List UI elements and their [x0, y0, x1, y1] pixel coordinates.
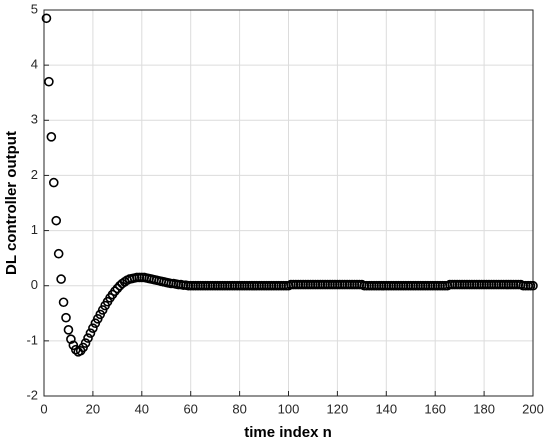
x-tick-label: 100: [278, 401, 300, 416]
x-axis-label: time index n: [244, 424, 332, 441]
y-tick-label: -2: [26, 387, 38, 402]
x-tick-label: 60: [183, 401, 197, 416]
point: [51, 215, 62, 226]
x-tick-label: 200: [522, 401, 544, 416]
point: [48, 177, 59, 188]
point: [58, 297, 69, 308]
y-tick-label: 0: [31, 277, 38, 292]
x-tick-label: 80: [232, 401, 246, 416]
point: [83, 333, 93, 343]
y-tick-label: 2: [31, 167, 38, 182]
point: [112, 283, 123, 294]
x-tick-label: 20: [86, 401, 100, 416]
point: [46, 132, 57, 142]
x-tick-label: 180: [473, 401, 495, 416]
point: [66, 334, 76, 345]
y-tick-label: 1: [31, 222, 38, 237]
point: [56, 274, 66, 284]
x-tick-label: 120: [327, 401, 349, 416]
x-tick-label: 40: [135, 401, 149, 416]
y-tick-label: 5: [31, 1, 38, 16]
x-tick-label: 160: [424, 401, 446, 416]
y-axis-label: DL controller output: [3, 131, 20, 275]
y-tick-label: 4: [31, 57, 38, 72]
point: [61, 312, 71, 323]
point: [528, 280, 538, 291]
point: [110, 286, 120, 297]
point: [44, 76, 54, 87]
x-tick-label: 140: [375, 401, 397, 416]
point: [41, 13, 52, 24]
point: [53, 248, 64, 259]
point: [63, 325, 74, 335]
point: [85, 328, 96, 338]
y-tick-label: -1: [26, 332, 38, 347]
x-tick-label: 0: [40, 401, 47, 416]
y-tick-label: 3: [31, 112, 38, 127]
point: [88, 323, 98, 333]
point: [80, 338, 91, 348]
plot-frame: [43, 9, 534, 397]
